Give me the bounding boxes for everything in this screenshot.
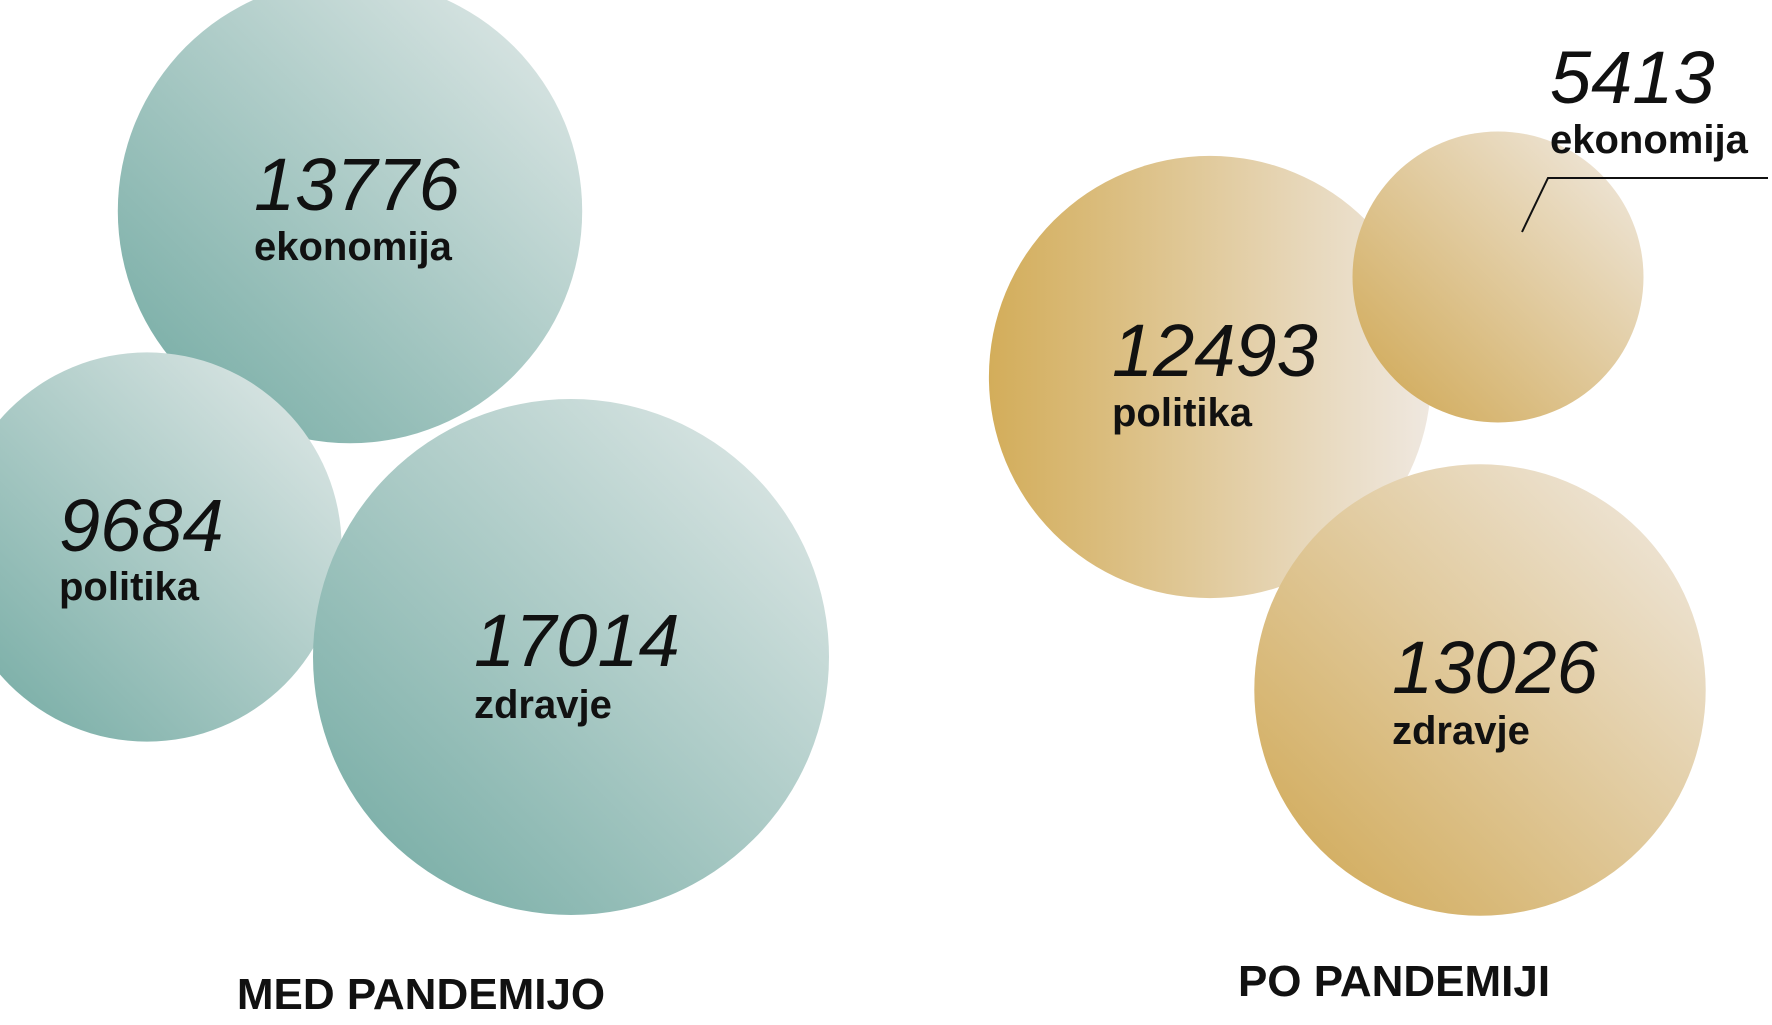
bubble-label-zdravje: zdravje <box>474 683 612 727</box>
group-title-med-pandemijo: MED PANDEMIJO <box>237 970 605 1019</box>
bubble-ekonomija <box>117 0 583 444</box>
bubble-zdravje <box>1254 464 1706 916</box>
bubble-ekonomija <box>1352 131 1644 423</box>
bubble-politika <box>0 352 342 742</box>
bubble-zdravje <box>313 399 829 915</box>
leader-line-ekonomija <box>1521 177 1768 233</box>
bubble-value-ekonomija: 5413 <box>1550 36 1715 119</box>
bubble-label-zdravje: zdravje <box>1392 709 1530 753</box>
bubble-label-ekonomija: ekonomija <box>1550 118 1749 162</box>
bubble-politika <box>988 155 1432 599</box>
bubble-label-ekonomija: ekonomija <box>254 225 453 269</box>
bubble-value-politika: 12493 <box>1112 309 1318 392</box>
bubble-value-politika: 9684 <box>59 484 224 567</box>
bubble-label-politika: politika <box>1112 391 1253 435</box>
bubble-value-ekonomija: 13776 <box>254 143 461 226</box>
bubble-label-politika: politika <box>59 565 200 609</box>
bubble-value-zdravje: 17014 <box>474 599 680 682</box>
bubble-value-zdravje: 13026 <box>1392 626 1599 709</box>
group-title-po-pandemiji: PO PANDEMIJI <box>1238 957 1550 1006</box>
